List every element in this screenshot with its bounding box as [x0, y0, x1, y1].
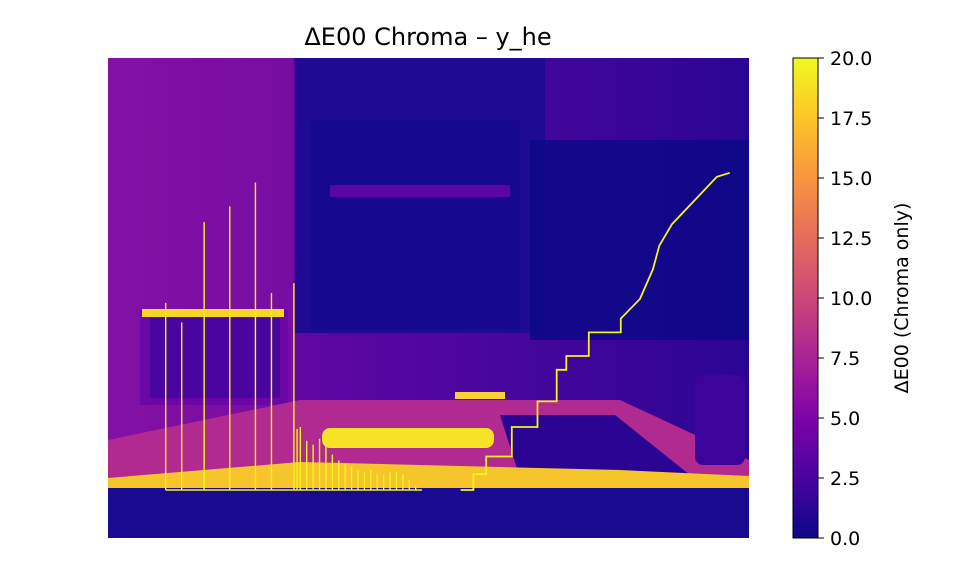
colorbar-tick-label: 2.5 — [830, 468, 860, 490]
right-dark-region — [530, 140, 749, 340]
monitor-top-band — [330, 185, 510, 197]
colorbar-tick-label: 20.0 — [830, 48, 872, 70]
chart-title: ΔE00 Chroma – y_he — [304, 23, 551, 51]
colorbar — [792, 57, 819, 539]
colorbar-tick-label: 5.0 — [830, 408, 860, 430]
cumulative-step-line — [460, 171, 731, 491]
monitor-stand-light — [455, 392, 505, 399]
laptop-top-edge — [142, 309, 284, 317]
colorbar-label: ΔE00 (Chroma only) — [891, 203, 913, 394]
colorbar-ticks: 0.0 2.5 5.0 7.5 10.0 12.5 15.0 17.5 20.0 — [818, 48, 872, 550]
colorbar-tick-label: 15.0 — [830, 168, 872, 190]
colorbar-tick-label: 17.5 — [830, 108, 872, 130]
colorbar-tick-label: 10.0 — [830, 288, 872, 310]
cup-right — [695, 375, 745, 465]
colorbar-tick-label: 7.5 — [830, 348, 860, 370]
colorbar-tick-label: 12.5 — [830, 228, 872, 250]
laptop-inner — [150, 318, 280, 398]
desk-edge-highlight — [108, 462, 749, 488]
floor-band — [108, 488, 749, 538]
desk-mat — [500, 415, 690, 478]
overlay-series-group — [164, 171, 731, 491]
keyboard-highlight — [322, 428, 494, 448]
monitor-screen — [310, 120, 520, 330]
heatmap-image — [108, 58, 749, 538]
colorbar-tick-label: 0.0 — [830, 528, 860, 550]
